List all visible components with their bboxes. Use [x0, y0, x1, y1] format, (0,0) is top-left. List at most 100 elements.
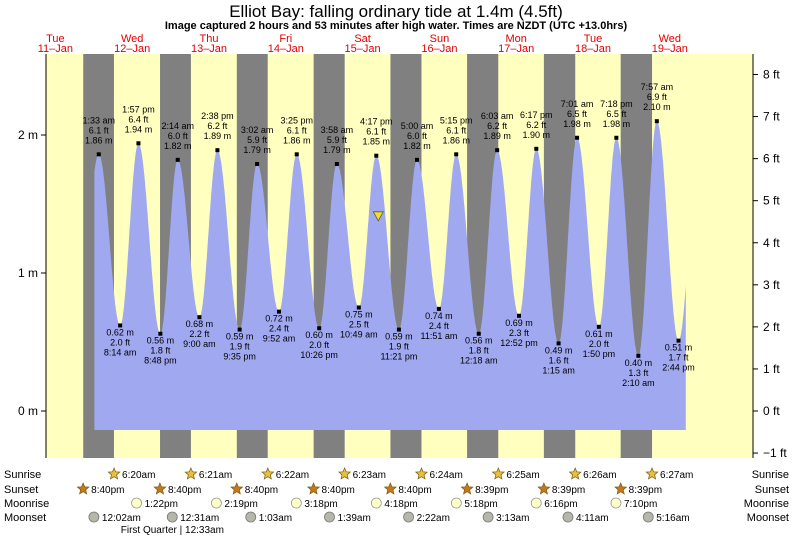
- high-tide-label: 6.2 ft: [487, 121, 508, 131]
- low-tide-label: 1.3 ft: [628, 368, 649, 378]
- day-date-label: 13–Jan: [191, 43, 227, 55]
- high-tide-label: 1.79 m: [323, 145, 351, 155]
- high-tide-label: 1.82 m: [403, 141, 431, 151]
- moonrise-icon: [290, 497, 302, 509]
- high-tide-label: 3:02 am: [241, 125, 274, 135]
- sunrise-time: 6:21am: [199, 470, 232, 481]
- high-tide-label: 1.86 m: [85, 135, 113, 145]
- high-tide-label: 1.86 m: [283, 135, 311, 145]
- sunset-time: 8:40pm: [322, 485, 355, 496]
- low-tide-label: 2:44 pm: [662, 363, 695, 373]
- day-name-label: Tue: [46, 33, 65, 45]
- high-tide-label: 3:25 pm: [280, 115, 313, 125]
- low-tide-label: 1:15 am: [542, 365, 575, 375]
- low-tide-marker: [276, 309, 281, 314]
- astro-row-label-right: Moonrise: [744, 498, 789, 510]
- right-axis-tick-label: 6 ft: [763, 152, 780, 166]
- moonset-icon: [403, 511, 414, 523]
- day-date-label: 18–Jan: [575, 43, 611, 55]
- low-tide-label: 0.60 m: [305, 330, 333, 340]
- moonrise-time: 4:18pm: [384, 499, 417, 510]
- right-axis-tick-label: 1 ft: [763, 362, 780, 376]
- low-tide-marker: [676, 338, 681, 343]
- low-tide-label: 2.0 ft: [309, 340, 330, 350]
- moonrise-time: 6:16pm: [544, 499, 577, 510]
- high-tide-label: 1:33 am: [82, 115, 115, 125]
- low-tide-marker: [556, 341, 561, 346]
- low-tide-label: 1.6 ft: [549, 355, 570, 365]
- high-tide-label: 3:58 am: [321, 125, 354, 135]
- low-tide-label: 0.59 m: [385, 332, 413, 342]
- sunrise-time: 6:23am: [353, 470, 386, 481]
- low-tide-label: 2:10 am: [622, 378, 655, 388]
- high-tide-label: 5.9 ft: [247, 135, 268, 145]
- low-tide-marker: [396, 327, 401, 332]
- high-tide-label: 6.0 ft: [168, 131, 189, 141]
- high-tide-label: 4:17 pm: [360, 117, 393, 127]
- high-tide-label: 6.1 ft: [446, 125, 467, 135]
- low-tide-label: 8:14 am: [104, 347, 137, 357]
- moonrise-time: 7:10pm: [624, 499, 657, 510]
- high-tide-marker: [374, 153, 379, 158]
- low-tide-label: 0.61 m: [585, 329, 613, 339]
- low-tide-marker: [237, 327, 242, 332]
- right-axis-tick-label: 4 ft: [763, 236, 780, 250]
- moonset-icon: [166, 511, 178, 523]
- low-tide-label: 2.5 ft: [349, 320, 370, 330]
- low-tide-label: 9:52 am: [263, 334, 296, 344]
- moonset-time: 1:39am: [337, 513, 370, 524]
- high-tide-label: 7:18 pm: [600, 99, 633, 109]
- sunset-icon: [153, 482, 167, 495]
- moonset-time: 12:31am: [180, 513, 219, 524]
- low-tide-label: 0.74 m: [425, 311, 453, 321]
- low-tide-marker: [356, 305, 361, 310]
- astro-row-label-right: Sunset: [755, 484, 789, 496]
- high-tide-marker: [175, 157, 180, 162]
- right-axis-tick-label: 5 ft: [763, 194, 780, 208]
- sunrise-time: 6:27am: [660, 470, 693, 481]
- day-date-label: 14–Jan: [268, 43, 304, 55]
- high-tide-marker: [614, 135, 619, 140]
- high-tide-label: 5:15 pm: [440, 115, 473, 125]
- astro-row-label-left: Sunset: [4, 484, 38, 496]
- sunset-icon: [614, 482, 628, 495]
- high-tide-label: 2:38 pm: [201, 111, 234, 121]
- sunrise-icon: [261, 467, 275, 480]
- sunset-time: 8:39pm: [552, 485, 585, 496]
- high-tide-label: 7:01 am: [561, 99, 594, 109]
- astro-row-label-left: Sunrise: [4, 469, 41, 481]
- sunset-icon: [537, 482, 551, 495]
- high-tide-label: 1.82 m: [164, 141, 192, 151]
- low-tide-marker: [476, 331, 481, 336]
- low-tide-marker: [516, 313, 521, 318]
- low-tide-label: 1.9 ft: [230, 342, 251, 352]
- astro-row-label-left: Moonrise: [4, 498, 49, 510]
- low-tide-label: 11:21 pm: [380, 352, 417, 362]
- moonset-icon: [324, 511, 335, 523]
- moonrise-icon: [370, 497, 382, 509]
- tide-area: [94, 121, 686, 430]
- right-axis-tick-label: 8 ft: [763, 68, 780, 82]
- sunset-icon: [460, 482, 474, 495]
- day-date-label: 16–Jan: [421, 43, 457, 55]
- low-tide-label: 1.8 ft: [150, 346, 171, 356]
- sunset-time: 8:40pm: [245, 485, 278, 496]
- right-axis-tick-label: 7 ft: [763, 110, 780, 124]
- high-tide-label: 6.1 ft: [89, 125, 110, 135]
- moonset-time: 2:22am: [417, 513, 450, 524]
- low-tide-label: 1.8 ft: [469, 346, 490, 356]
- low-tide-label: 11:51 am: [420, 331, 457, 341]
- current-tide-marker: [372, 211, 384, 222]
- day-name-label: Thu: [200, 33, 219, 45]
- sunset-time: 8:39pm: [475, 485, 508, 496]
- moonset-time: 5:16am: [656, 513, 689, 524]
- high-tide-marker: [334, 161, 339, 166]
- low-tide-marker: [317, 326, 322, 331]
- high-tide-marker: [454, 152, 459, 157]
- sunrise-icon: [568, 467, 582, 480]
- moonrise-time: 3:18pm: [304, 499, 337, 510]
- low-tide-label: 12:52 pm: [500, 338, 538, 348]
- high-tide-label: 5.9 ft: [327, 135, 348, 145]
- astro-row-label-right: Moonset: [747, 512, 789, 524]
- low-tide-marker: [436, 306, 441, 311]
